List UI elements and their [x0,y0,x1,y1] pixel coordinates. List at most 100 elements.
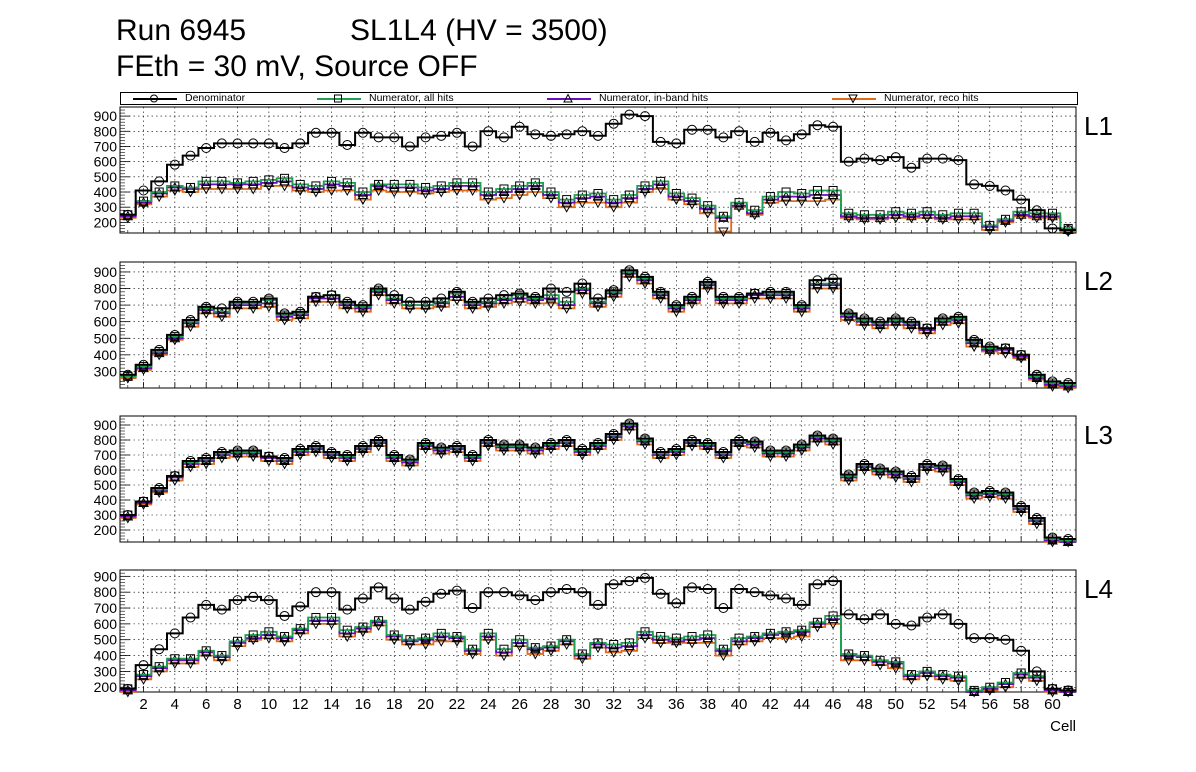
data-point-numerator-in-band-hits [576,284,588,295]
data-point-numerator-in-band-hits [435,444,447,455]
data-point-numerator-in-band-hits [906,319,917,329]
data-point-numerator-in-band-hits [843,210,855,221]
data-point-denominator [232,595,243,606]
data-point-numerator-in-band-hits [529,444,541,455]
legend-label-all-hits: Numerator, all hits [369,92,454,104]
data-point-numerator-in-band-hits [388,294,400,305]
data-point-denominator [248,445,259,456]
data-point-denominator [749,587,760,598]
legend-line-all-hits [317,98,361,100]
data-point-numerator-in-band-hits [529,294,541,305]
data-point-numerator-reco-hits [780,197,792,207]
data-point-numerator-in-band-hits [326,178,337,189]
data-point-numerator-in-band-hits [592,191,604,201]
data-point-denominator [530,129,541,140]
x-tick-label: 10 [261,696,278,713]
data-point-numerator-in-band-hits [639,274,651,285]
data-point-numerator-in-band-hits [420,440,431,450]
data-point-denominator [859,459,870,469]
data-point-numerator-reco-hits [420,640,431,650]
data-point-denominator [702,438,713,448]
data-point-denominator [498,439,509,450]
data-point-denominator [765,127,776,138]
x-tick-label: 56 [981,696,998,713]
data-point-numerator-all-hits [295,624,305,634]
data-point-numerator-in-band-hits [796,302,808,313]
data-point-numerator-all-hits [233,636,243,646]
y-tick-label: 200 [94,214,118,230]
data-point-numerator-in-band-hits [247,632,259,643]
data-point-numerator-in-band-hits [812,618,823,628]
data-point-denominator [922,153,933,164]
data-point-denominator [295,138,306,149]
data-point-numerator-reco-hits [498,194,510,204]
data-point-denominator [624,265,635,276]
data-point-numerator-all-hits [765,192,775,202]
data-point-denominator [608,285,619,296]
data-point-denominator [389,132,400,143]
series-line-denominator [120,422,1076,540]
data-point-denominator [169,329,180,340]
data-point-denominator [655,286,666,297]
data-point-numerator-all-hits [530,643,540,653]
data-point-denominator [812,275,823,286]
data-point-denominator [906,316,917,327]
data-point-denominator [342,296,353,307]
x-tick-label: 42 [762,696,779,713]
data-point-numerator-in-band-hits [357,443,369,453]
data-point-numerator-reco-hits [843,213,855,224]
data-point-numerator-all-hits [797,625,807,635]
data-point-numerator-all-hits [530,178,540,188]
x-tick-label: 46 [825,696,842,713]
data-point-numerator-in-band-hits [765,447,776,458]
data-point-numerator-in-band-hits [890,316,902,326]
x-tick-label: 50 [887,696,904,713]
data-point-numerator-in-band-hits [1000,678,1011,689]
data-point-numerator-in-band-hits [482,189,494,200]
data-point-numerator-in-band-hits [639,629,651,639]
data-point-numerator-in-band-hits [200,178,212,189]
data-point-numerator-in-band-hits [185,183,196,193]
data-point-denominator [561,286,572,297]
data-point-numerator-in-band-hits [294,181,306,192]
data-point-numerator-in-band-hits [1047,210,1058,221]
data-point-numerator-all-hits [389,630,399,640]
data-point-denominator [122,510,133,520]
triangle-up-marker-icon [563,93,573,103]
data-point-numerator-in-band-hits [514,441,525,452]
data-point-numerator-in-band-hits [435,297,447,308]
data-point-denominator [922,323,933,334]
y-tick-label: 600 [94,154,118,170]
data-point-denominator [1047,683,1058,694]
data-point-numerator-in-band-hits [796,626,808,636]
data-point-denominator [185,456,196,466]
y-tick-label: 600 [94,616,118,632]
data-point-denominator [530,442,541,453]
data-point-denominator [875,463,886,474]
data-point-numerator-in-band-hits [812,432,823,443]
data-point-numerator-reco-hits [373,186,384,197]
data-point-numerator-in-band-hits [608,287,620,298]
data-point-denominator [467,296,478,307]
data-point-numerator-reco-hits [859,215,870,225]
data-point-numerator-all-hits [577,649,587,659]
data-point-numerator-in-band-hits [482,437,494,447]
plot-frame [119,261,1077,389]
data-point-numerator-all-hits [906,670,916,680]
data-point-denominator [577,126,588,137]
data-point-denominator [859,313,870,324]
data-point-denominator [734,126,745,137]
legend-line-reco-hits [832,98,876,100]
data-point-denominator [749,288,760,299]
data-point-numerator-in-band-hits [843,471,855,482]
data-point-numerator-reco-hits [545,299,557,309]
data-point-numerator-in-band-hits [420,184,431,195]
data-point-denominator [373,283,384,294]
data-point-denominator [843,609,854,620]
data-point-numerator-in-band-hits [247,178,259,189]
data-point-numerator-in-band-hits [545,440,557,450]
data-point-denominator [640,433,651,444]
data-point-numerator-in-band-hits [1015,350,1027,361]
chart-legend: Denominator Numerator, all hits Numerato… [120,92,1078,105]
data-point-numerator-all-hits [1016,207,1026,217]
